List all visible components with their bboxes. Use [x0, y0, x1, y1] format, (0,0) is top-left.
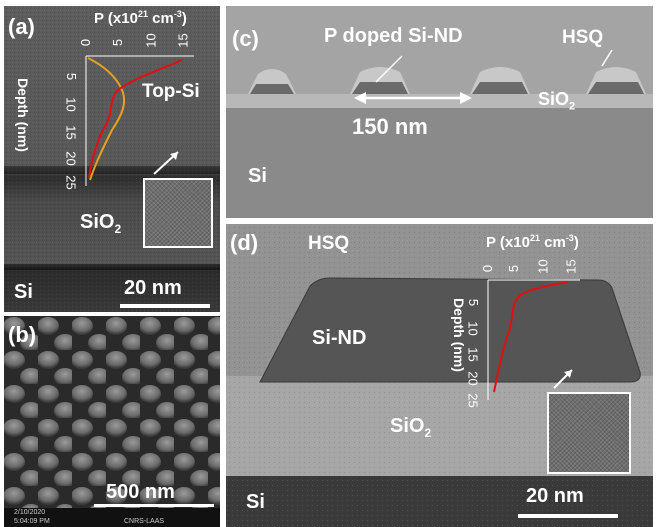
panel-b-footer-lab: CNRS-LAAS [124, 518, 165, 525]
panel-a-label: (a) [8, 14, 35, 39]
panel-c-nanodot-2 [350, 67, 410, 94]
panel-c-nd-arrow [375, 55, 403, 83]
panel-c-hsq-arrow [601, 49, 613, 67]
panel-d-scale-label: 20 nm [526, 485, 584, 507]
panel-a-oxide-label: SiO2 [80, 211, 122, 236]
oxide-si-interface [4, 264, 220, 270]
panel-b-footer-time: 5:04:09 PM [14, 518, 50, 525]
panel-d-substrate-label: Si [246, 491, 265, 513]
panel-d-x-tick-0: 0 [480, 264, 496, 273]
panel-a-y-tick-5: 5 [64, 72, 80, 81]
panel-c-oxide-label: SiO2 [538, 89, 576, 113]
panel-c-tem-image [226, 6, 653, 218]
panel-a-y-tick-25: 25 [63, 175, 79, 190]
panel-a-y-tick-10: 10 [63, 97, 79, 112]
panel-a-tem-image [4, 6, 220, 312]
panel-c-label: (c) [232, 26, 259, 51]
panel-a-x-tick-5: 5 [110, 38, 126, 47]
panel-a-y-tick-20: 20 [63, 151, 79, 166]
panel-a-top-si-label: Top-Si [142, 81, 200, 102]
panel-a-x-tick-10: 10 [143, 33, 159, 48]
panel-a-plot-title: P (x1021 cm-3) [94, 9, 187, 27]
panel-d-x-tick-5: 5 [506, 264, 522, 273]
panel-a-y-tick-15: 15 [63, 125, 79, 140]
panel-d-y-tick-10: 10 [465, 321, 481, 336]
panel-a-y-label: Depth (nm) [14, 78, 31, 152]
panel-c-pitch-label: 150 nm [352, 114, 428, 139]
panel-a-substrate-label: Si [14, 281, 33, 303]
panel-b-sem-image [4, 316, 220, 527]
panel-a-inset [143, 178, 213, 248]
panel-b-nanodot-array [4, 316, 220, 527]
panel-d-x-tick-15: 15 [563, 259, 579, 274]
panel-d-tem-image [226, 224, 653, 527]
top-si-oxide-interface [4, 166, 220, 174]
panel-a: (a) P (x1021 cm-3) 0 5 10 15 Depth (nm) … [4, 6, 220, 312]
panel-d-inset [547, 392, 631, 474]
panel-d-label: (d) [230, 230, 259, 255]
panel-d-y-tick-25: 25 [465, 393, 481, 408]
panel-d-nanodot [259, 277, 641, 383]
panel-a-x-tick-15: 15 [175, 33, 191, 48]
panel-b: (b) 500 nm 2/10/2020 5:04:09 PM CNRS-LAA… [4, 316, 220, 527]
panel-c-nanodot-1 [248, 69, 296, 94]
panel-d-y-tick-20: 20 [465, 371, 481, 386]
panel-c-nd-annotation: P doped Si-ND [324, 25, 463, 47]
panel-c-nanodot-4 [586, 67, 646, 94]
panel-d: (d) HSQ P (x1021 cm-3) 0 5 10 15 Depth (… [226, 224, 653, 527]
panel-d-oxide-label: SiO2 [390, 415, 432, 440]
panel-d-y-label: Depth (nm) [450, 298, 467, 372]
panel-d-plot-title: P (x1021 cm-3) [486, 233, 579, 251]
panel-d-y-tick-15: 15 [465, 347, 481, 362]
panel-d-y-tick-5: 5 [466, 298, 482, 307]
panel-a-scale-label: 20 nm [124, 277, 182, 299]
panel-c-hsq-region [226, 6, 653, 94]
panel-d-red-profile [493, 281, 569, 393]
panel-c-substrate-label: Si [248, 165, 267, 187]
panel-c-si-substrate [226, 108, 653, 218]
panel-d-scale-bar [518, 514, 618, 518]
panel-a-scale-bar [120, 304, 210, 308]
panel-d-x-tick-10: 10 [535, 259, 551, 274]
panel-d-hsq-annotation: HSQ [308, 233, 350, 254]
panel-a-red-profile [88, 59, 183, 179]
panel-b-scale-label: 500 nm [106, 481, 175, 503]
panel-b-footer-bar [4, 508, 220, 527]
panel-c-oxide-layer [226, 94, 653, 108]
panel-b-footer-date: 2/10/2020 [14, 509, 46, 516]
panel-b-scale-bar [94, 504, 214, 507]
panel-d-nd-label: Si-ND [312, 327, 367, 349]
panel-b-label: (b) [8, 322, 37, 347]
panel-c-nanodot-3 [470, 67, 530, 94]
panel-c-hsq-annotation: HSQ [562, 27, 604, 48]
panel-a-x-tick-0: 0 [78, 38, 94, 47]
panel-a-orange-profile [87, 57, 126, 181]
panel-c: (c) P doped Si-ND HSQ SiO2 150 nm Si [226, 6, 653, 218]
